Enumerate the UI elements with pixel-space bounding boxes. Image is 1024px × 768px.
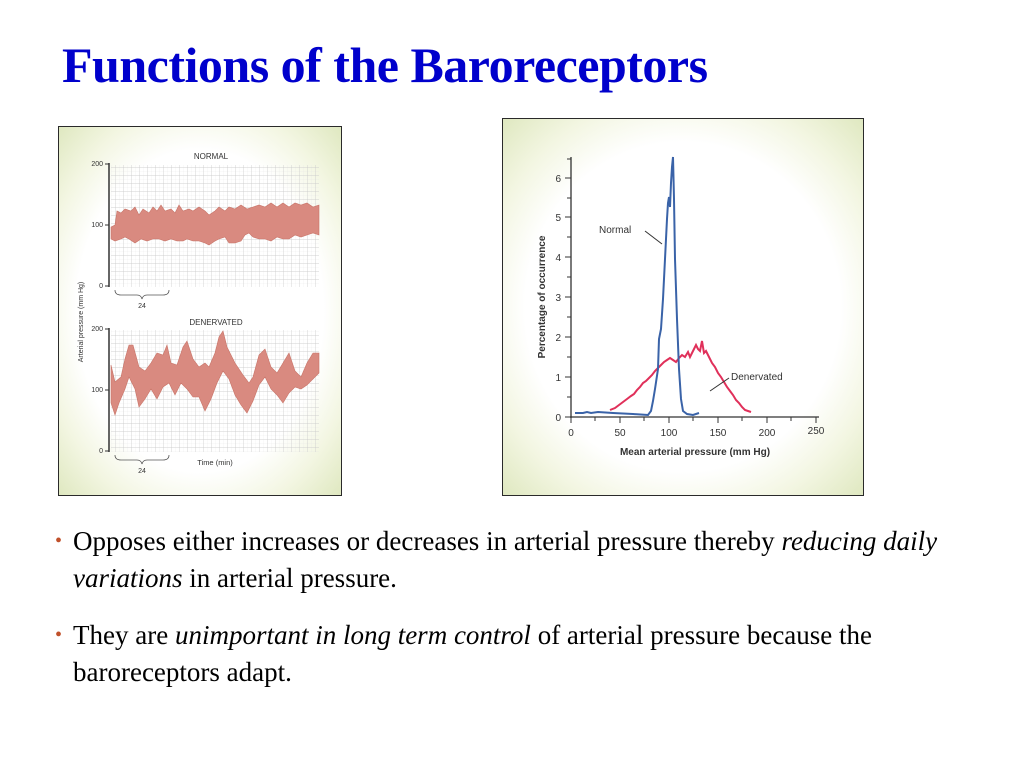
svg-text:50: 50: [614, 428, 626, 439]
svg-text:200: 200: [91, 326, 103, 333]
svg-text:100: 100: [91, 387, 103, 394]
y-axis-label: Arterial pressure (mm Hg): [78, 282, 85, 363]
svg-text:4: 4: [555, 253, 561, 264]
svg-text:24: 24: [138, 303, 146, 310]
pressure-recordings-chart: NORMAL 200 100 0 24 DENERVATED 200 100 0…: [78, 152, 320, 475]
denervated-panel-title: DENERVATED: [189, 318, 243, 327]
bullet-item: • Opposes either increases or decreases …: [55, 523, 995, 597]
svg-text:200: 200: [759, 428, 776, 439]
slide-title: Functions of the Baroreceptors: [62, 37, 708, 93]
bullet-dot-icon: •: [55, 624, 63, 646]
svg-text:1: 1: [555, 373, 561, 384]
denervated-pressure-band: [110, 330, 320, 416]
denervated-annotation: Denervated: [731, 372, 783, 383]
pressure-distribution-figure: 0 1 2 3 4 5 6 0 50 100 150 200 250 Mean …: [502, 118, 864, 496]
normal-series-line: [575, 156, 700, 417]
denervated-series-line: [609, 340, 752, 413]
svg-text:24: 24: [138, 468, 146, 475]
x-axis-label: Mean arterial pressure (mm Hg): [620, 447, 770, 458]
svg-text:0: 0: [99, 448, 103, 455]
normal-panel-title: NORMAL: [194, 152, 229, 161]
svg-text:200: 200: [91, 161, 103, 168]
normal-pressure-band: [110, 202, 320, 246]
svg-text:0: 0: [99, 283, 103, 290]
bullet-list: • Opposes either increases or decreases …: [55, 523, 995, 711]
svg-text:100: 100: [661, 428, 678, 439]
svg-text:250: 250: [808, 426, 825, 437]
svg-text:100: 100: [91, 222, 103, 229]
bullet-item: • They are unimportant in long term cont…: [55, 617, 995, 691]
svg-text:Time (min): Time (min): [197, 458, 233, 467]
svg-text:2: 2: [555, 333, 561, 344]
bullet-dot-icon: •: [55, 530, 63, 552]
svg-text:150: 150: [710, 428, 727, 439]
svg-text:0: 0: [568, 428, 574, 439]
pressure-distribution-chart: 0 1 2 3 4 5 6 0 50 100 150 200 250 Mean …: [537, 156, 825, 458]
normal-annotation: Normal: [599, 225, 631, 236]
svg-text:5: 5: [555, 213, 561, 224]
svg-text:0: 0: [555, 413, 561, 424]
pressure-recordings-figure: NORMAL 200 100 0 24 DENERVATED 200 100 0…: [58, 126, 342, 496]
svg-text:6: 6: [555, 174, 561, 185]
svg-text:3: 3: [555, 293, 561, 304]
y-axis-label: Percentage of occurrence: [537, 235, 548, 358]
